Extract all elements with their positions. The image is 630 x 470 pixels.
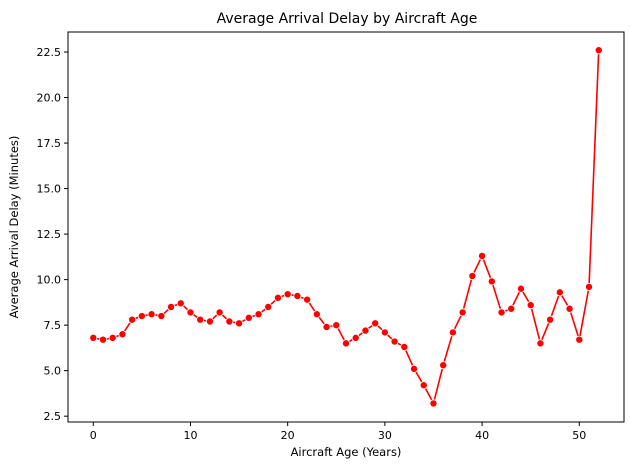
x-tick-label: 20 xyxy=(281,429,295,442)
data-point xyxy=(312,310,321,319)
data-point xyxy=(526,301,535,310)
y-tick-label: 12.5 xyxy=(37,228,62,241)
data-point xyxy=(497,308,506,317)
data-point xyxy=(215,308,224,317)
data-point xyxy=(264,302,273,311)
chart-title: Average Arrival Delay by Aircraft Age xyxy=(217,11,478,27)
x-tick-label: 10 xyxy=(183,429,197,442)
x-axis-ticks: 0 10 20 30 40 50 xyxy=(90,422,586,442)
data-point xyxy=(565,304,574,313)
data-point xyxy=(205,317,214,326)
data-point xyxy=(167,302,176,311)
data-point xyxy=(536,339,545,348)
data-point xyxy=(429,399,438,408)
y-tick-label: 10.0 xyxy=(37,274,62,287)
series-line xyxy=(93,50,600,405)
y-axis-ticks: 2.5 5.0 7.5 10.0 12.5 15.0 17.5 20.0 22.5 xyxy=(37,46,68,423)
data-point xyxy=(361,326,370,335)
data-point xyxy=(390,337,399,346)
data-point xyxy=(186,308,195,317)
data-point xyxy=(89,333,98,342)
data-point xyxy=(303,295,312,304)
data-point xyxy=(225,317,234,326)
data-point xyxy=(128,315,137,324)
x-axis-label: Aircraft Age (Years) xyxy=(291,445,402,459)
data-point xyxy=(419,381,428,390)
plot-area-frame xyxy=(67,31,625,423)
data-point xyxy=(594,46,603,55)
data-point xyxy=(439,361,448,370)
data-point xyxy=(176,299,185,308)
x-tick-label: 40 xyxy=(475,429,489,442)
data-point xyxy=(546,315,555,324)
data-point xyxy=(585,282,594,291)
y-tick-label: 15.0 xyxy=(37,183,62,196)
data-point xyxy=(371,319,380,328)
data-point xyxy=(254,310,263,319)
data-point xyxy=(575,335,584,344)
data-point xyxy=(244,313,253,322)
data-point xyxy=(147,310,156,319)
data-point xyxy=(341,339,350,348)
data-point xyxy=(322,322,331,331)
data-point xyxy=(351,333,360,342)
data-point xyxy=(273,293,282,302)
data-point xyxy=(458,308,467,317)
data-point xyxy=(108,333,117,342)
y-tick-label: 20.0 xyxy=(37,92,62,105)
data-point xyxy=(118,330,127,339)
y-tick-label: 2.5 xyxy=(44,410,62,423)
data-point xyxy=(487,277,496,286)
data-point xyxy=(283,290,292,299)
series-layer xyxy=(89,46,603,408)
x-tick-label: 50 xyxy=(572,429,586,442)
y-axis-label: Average Arrival Delay (Minutes) xyxy=(7,136,21,319)
x-tick-label: 0 xyxy=(90,429,97,442)
y-tick-label: 22.5 xyxy=(37,46,62,59)
data-point xyxy=(157,312,166,321)
data-point xyxy=(196,315,205,324)
data-point xyxy=(507,304,516,313)
data-point xyxy=(410,364,419,373)
data-point xyxy=(555,288,564,297)
data-point xyxy=(137,312,146,321)
data-point xyxy=(516,284,525,293)
y-tick-label: 5.0 xyxy=(44,365,62,378)
data-point xyxy=(468,271,477,280)
data-point xyxy=(293,292,302,301)
data-point xyxy=(400,342,409,351)
y-tick-label: 17.5 xyxy=(37,137,62,150)
x-tick-label: 30 xyxy=(378,429,392,442)
data-point xyxy=(235,319,244,328)
data-point xyxy=(380,328,389,337)
data-point xyxy=(332,321,341,330)
data-point xyxy=(448,328,457,337)
data-point xyxy=(478,251,487,260)
y-tick-label: 7.5 xyxy=(44,319,62,332)
data-point xyxy=(98,335,107,344)
